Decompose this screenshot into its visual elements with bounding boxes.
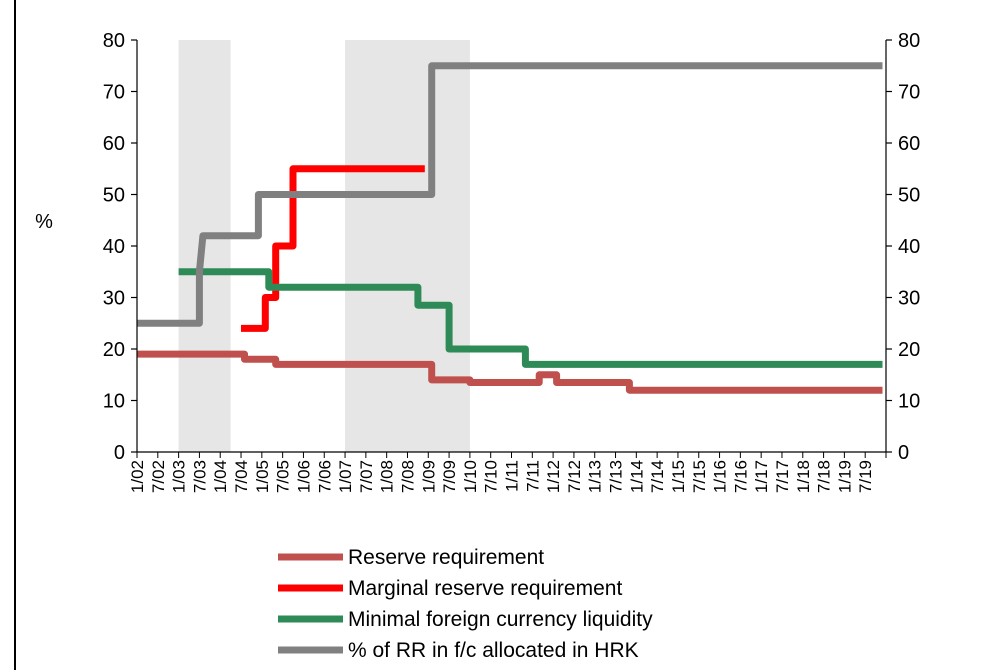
series-lines [137, 62, 883, 394]
legend-label: % of RR in f/c allocated in HRK [348, 639, 639, 662]
series-line [178, 268, 883, 368]
legend-label: Minimal foreign currency liquidity [348, 608, 653, 631]
x-tick-label: 7/17 [773, 460, 792, 493]
x-tick-label: 1/07 [336, 460, 355, 493]
x-tick-label: 7/08 [398, 460, 417, 493]
x-tick-label: 7/11 [523, 460, 542, 492]
y-tick-label-right: 20 [898, 339, 920, 361]
y-tick-label-right: 80 [898, 30, 920, 52]
x-tick-label: 1/06 [294, 460, 313, 493]
legend-label: Marginal reserve requirement [348, 577, 622, 600]
legend: Reserve requirement Marginal reserve requ… [278, 546, 653, 662]
x-tick-label: 7/19 [856, 460, 875, 493]
shaded-period [345, 40, 470, 452]
y-tick-label-right: 60 [898, 133, 920, 155]
x-tick-label: 1/04 [211, 460, 230, 493]
x-tick-label: 1/03 [170, 460, 189, 493]
y-tick-label-left: 30 [103, 288, 125, 310]
x-tick-label: 7/16 [731, 460, 750, 493]
y-tick-label-left: 80 [103, 30, 125, 52]
x-tick-label: 1/15 [669, 460, 688, 493]
x-tick-label: 1/05 [253, 460, 272, 493]
x-tick-label: 7/14 [648, 460, 667, 493]
x-tick-label: 7/13 [607, 460, 626, 493]
x-tick-label: 7/07 [357, 460, 376, 493]
x-tick-label: 7/18 [815, 460, 834, 493]
x-tick-label: 7/03 [190, 460, 209, 493]
x-tick-label: 1/18 [794, 460, 813, 493]
y-tick-label-right: 0 [898, 442, 909, 464]
y-tick-label-left: 0 [114, 442, 125, 464]
series-line [241, 165, 425, 332]
y-tick-label-left: 40 [103, 236, 125, 258]
y-tick-label-right: 70 [898, 82, 920, 104]
x-tick-label: 1/08 [378, 460, 397, 493]
x-tick-label: 7/12 [565, 460, 584, 493]
x-tick-label: 7/09 [440, 460, 459, 493]
x-tick-label: 1/13 [586, 460, 605, 493]
x-tick-label: 1/14 [627, 460, 646, 493]
y-tick-label-left: 10 [103, 391, 125, 413]
x-tick-label: 1/16 [711, 460, 730, 493]
x-tick-label: 7/02 [149, 460, 168, 493]
x-tick-label: 1/09 [419, 460, 438, 493]
y-tick-label-right: 30 [898, 288, 920, 310]
x-tick-label: 7/04 [232, 460, 251, 493]
series-line [137, 62, 883, 327]
x-tick-label: 1/17 [752, 460, 771, 493]
y-tick-label-right: 40 [898, 236, 920, 258]
y-tick-label-left: 70 [103, 82, 125, 104]
series-line [137, 350, 883, 394]
y-tick-label-right: 10 [898, 391, 920, 413]
y-axis-label: % [35, 211, 53, 233]
x-tick-label: 7/15 [690, 460, 709, 493]
y-tick-label-left: 50 [103, 185, 125, 207]
y-tick-label-left: 20 [103, 339, 125, 361]
x-tick-label: 1/12 [544, 460, 563, 493]
y-tick-label-left: 60 [103, 133, 125, 155]
y-tick-label-right: 50 [898, 185, 920, 207]
x-tick-label: 7/10 [482, 460, 501, 493]
legend-label: Reserve requirement [348, 546, 544, 569]
x-tick-label: 1/19 [835, 460, 854, 493]
x-tick-label: 7/05 [274, 460, 293, 493]
x-tick-label: 1/10 [461, 460, 480, 493]
shaded-periods [178, 40, 470, 452]
page-border-line [14, 0, 16, 670]
x-tick-label: 7/06 [315, 460, 334, 493]
x-tick-label: 1/02 [128, 460, 147, 493]
x-tick-label: 1/11 [503, 460, 522, 492]
